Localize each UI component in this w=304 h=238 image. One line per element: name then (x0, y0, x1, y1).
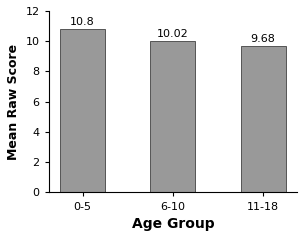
Y-axis label: Mean Raw Score: Mean Raw Score (7, 44, 20, 160)
Bar (150, 41, 195, 193)
Bar (240, 46, 286, 193)
X-axis label: Age Group: Age Group (132, 217, 214, 231)
Text: 10.8: 10.8 (70, 17, 95, 27)
Text: 10.02: 10.02 (157, 29, 189, 39)
Bar (60, 29, 105, 193)
Text: 9.68: 9.68 (251, 34, 276, 44)
